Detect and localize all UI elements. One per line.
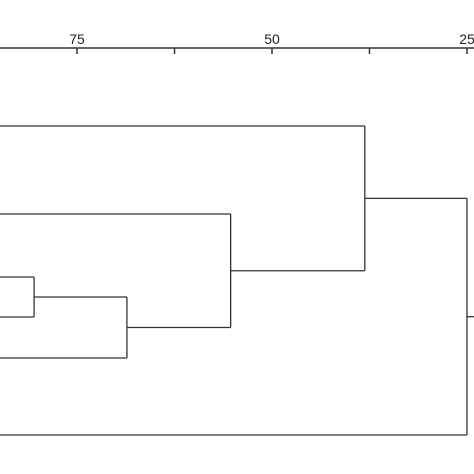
axis: 75 50 25	[0, 31, 474, 54]
axis-tick-label: 25	[459, 31, 474, 47]
axis-tick-label: 75	[69, 31, 85, 47]
axis-tick-label: 50	[264, 31, 280, 47]
dendrogram-tree	[0, 125, 474, 436]
